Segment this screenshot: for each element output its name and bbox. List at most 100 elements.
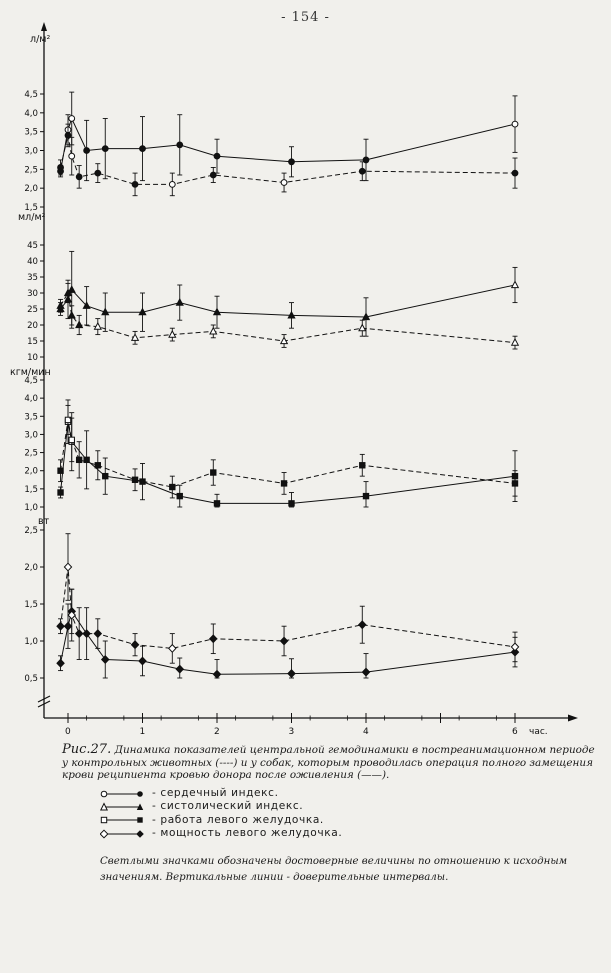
series-line-control [60, 419, 516, 488]
y-tick-label: 20 [27, 321, 38, 331]
y-tick-label: 3,5 [24, 128, 38, 138]
chart-figure: 0 1 2 3 4 6 час. л/м² 1,5 2,0 2,5 3,0 3,5 4,0 4,5 мл/м²… [10, 22, 578, 737]
y-tick-label: 4,0 [24, 394, 38, 404]
legend-label: - работа левого желудочка. [152, 813, 324, 826]
y-tick-label: 4,5 [24, 376, 38, 386]
data-point [511, 169, 519, 177]
data-point [358, 167, 366, 175]
y-axis-label: мл/м² [18, 212, 46, 223]
data-point [63, 288, 73, 297]
data-point [64, 416, 72, 424]
data-point [176, 141, 184, 149]
data-point [57, 467, 64, 474]
data-point [212, 307, 222, 316]
y-tick-label: 10 [27, 353, 38, 363]
data-point [288, 158, 295, 166]
data-point [102, 472, 109, 480]
data-point [83, 456, 90, 464]
data-point [67, 310, 76, 319]
y-axis-arrow [41, 22, 47, 31]
data-point [93, 629, 103, 639]
data-point [56, 301, 65, 309]
data-point [210, 469, 217, 476]
data-point [175, 664, 185, 674]
data-point [94, 462, 101, 469]
caption-text: Динамика показателей центральной гемодин… [62, 744, 595, 782]
data-point [56, 658, 65, 668]
data-point [213, 500, 221, 507]
y-tick-label: 3,5 [24, 412, 38, 422]
data-point [57, 489, 64, 496]
y-tick-label: 2,0 [24, 563, 38, 573]
data-point [287, 669, 296, 679]
data-point [279, 636, 289, 646]
data-point [56, 621, 65, 631]
legend-item: - мощность левого желудочка. [100, 827, 440, 840]
y-tick-label: 25 [27, 305, 38, 315]
data-point [101, 145, 109, 153]
y-tick-label: 30 [27, 289, 38, 299]
data-point [280, 179, 288, 186]
data-point [131, 476, 139, 483]
x-tick-label: 6 [512, 727, 518, 737]
data-point [511, 480, 519, 487]
data-point [75, 173, 83, 181]
legend-item: - систолический индекс. [100, 800, 440, 813]
series-line-experiment [60, 284, 516, 318]
y-axis-label: кгм/мин [10, 367, 51, 378]
data-point [511, 120, 519, 128]
legend-label: - мощность левого желудочка. [152, 827, 343, 840]
data-point [212, 669, 222, 679]
data-point [168, 329, 177, 338]
data-point [130, 333, 140, 341]
y-tick-label: 15 [27, 337, 38, 347]
data-point [362, 492, 370, 500]
legend-marker-diamond-icon [100, 829, 144, 839]
y-tick-label: 2,5 [24, 526, 38, 536]
data-point [510, 642, 520, 652]
y-tick-label: 35 [27, 273, 38, 283]
page-number: - 154 - [281, 10, 330, 25]
data-point [288, 500, 295, 507]
x-tick-label: 0 [65, 727, 71, 737]
data-point [74, 629, 84, 639]
data-point [175, 297, 184, 306]
figure-label: Рис.27. [62, 742, 112, 757]
data-point [63, 562, 73, 572]
y-tick-label: 1,5 [24, 600, 38, 610]
data-point [93, 321, 102, 330]
y-tick-label: 1,5 [24, 203, 38, 213]
data-point [358, 323, 367, 332]
data-point [68, 115, 76, 122]
y-tick-label: 0,5 [24, 674, 38, 684]
legend-marker-triangle-icon [100, 802, 144, 811]
data-point [67, 610, 77, 620]
data-point [280, 480, 288, 487]
series-line-control [60, 135, 516, 185]
figure-note: Светлыми значками обозначены достоверные… [100, 856, 568, 883]
data-point [75, 320, 84, 329]
data-point [82, 301, 91, 309]
x-tick-label: 3 [289, 727, 295, 737]
series-line-experiment [60, 421, 516, 504]
data-point [361, 312, 371, 321]
axis-break-mark [37, 700, 51, 708]
data-point [68, 436, 75, 444]
data-point [138, 656, 147, 666]
y-tick-label: 1,0 [24, 637, 38, 647]
data-point [83, 147, 91, 154]
x-axis-unit: час. [529, 727, 548, 737]
data-point [168, 181, 176, 188]
y-tick-label: 1,5 [24, 485, 38, 495]
figure-caption: Рис.27. Динамика показателей центральной… [62, 742, 602, 782]
data-point [208, 634, 218, 644]
data-point [361, 667, 371, 677]
data-point [75, 456, 83, 464]
x-tick-label: 2 [214, 727, 220, 737]
data-point [168, 643, 177, 653]
y-tick-label: 2,0 [24, 467, 38, 477]
y-axis-label: вт [38, 516, 50, 527]
data-point [100, 654, 110, 665]
y-tick-label: 3,0 [24, 430, 38, 440]
legend-item: - работа левого желудочка. [100, 814, 440, 827]
